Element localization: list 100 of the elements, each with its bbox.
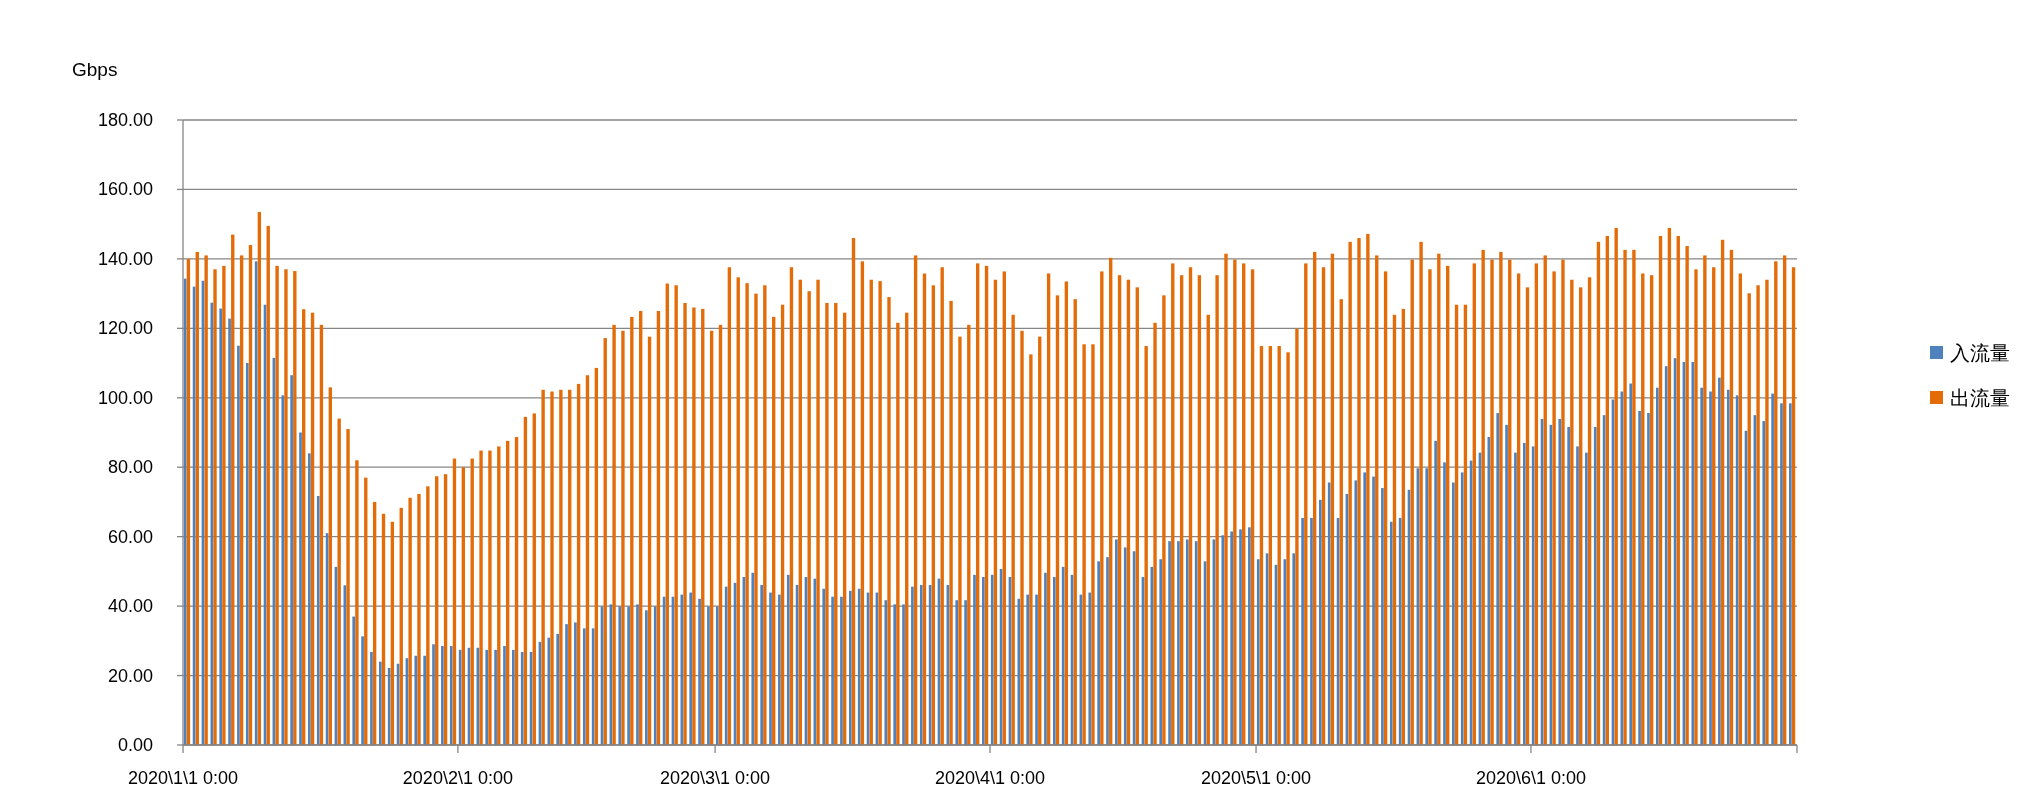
bar [423,655,426,745]
bar [1765,279,1769,745]
bar [1558,418,1562,745]
bar [958,336,962,745]
bar [1026,594,1030,745]
bar [1295,328,1299,745]
bar [1153,322,1157,745]
bar [1327,482,1331,745]
bar [1531,446,1535,745]
bar [1789,403,1792,745]
y-tick-label: 80.00 [107,457,153,478]
bar [432,644,435,745]
bar [565,624,568,745]
bar [1177,541,1180,745]
bar [1162,295,1166,745]
bar [627,606,630,745]
bar [1389,521,1393,745]
y-axis-title: Gbps [72,59,118,80]
bar [973,574,976,745]
bar [1629,383,1633,745]
bar [1256,559,1260,745]
bar [1159,559,1163,745]
bar [1703,255,1707,745]
bar [982,576,985,745]
bar [1239,529,1242,745]
bar [213,269,217,745]
bar [281,395,285,745]
bar [316,496,320,745]
bar [1185,539,1189,745]
bar [745,283,749,745]
bar [1756,285,1760,745]
bar [1490,259,1494,745]
bar [1301,517,1304,745]
bar [919,584,923,745]
bar [683,302,687,745]
bar [724,586,728,745]
bar [337,418,341,745]
bar [556,633,560,745]
bar [1505,424,1508,745]
bar [1709,391,1712,745]
bar [1233,259,1237,745]
bar [1292,553,1296,745]
bar [1570,279,1574,745]
bar [896,322,900,745]
bar [849,590,852,745]
bar [689,592,693,745]
bar [825,302,829,745]
bar [488,450,492,745]
bar [441,646,444,745]
bar [1100,271,1104,745]
bar [674,285,678,745]
bar [707,606,710,745]
bar [887,297,891,745]
bar [1044,572,1047,745]
x-tick-label: 2020\3\1 0:00 [660,768,771,788]
bar [1428,269,1432,745]
bar [949,300,953,745]
bar [1224,253,1228,745]
bar [1647,413,1650,745]
bar [1567,426,1570,745]
bar [1097,561,1100,745]
bar [485,649,489,745]
bar [1576,446,1579,745]
bar [1123,547,1127,745]
bar [293,271,297,745]
bar [237,345,240,745]
bar [547,637,551,745]
bar [1363,472,1367,745]
bar [763,285,767,745]
bar [1106,557,1109,745]
bar [355,460,359,745]
bar [1017,598,1021,745]
bar [346,429,350,745]
bar [1168,541,1171,745]
bar [1443,462,1446,745]
bar [1091,344,1095,745]
bar [822,588,826,745]
y-tick-label: 20.00 [107,665,153,686]
bar [1194,541,1198,745]
bar [1481,249,1485,745]
x-tick-label: 2020\4\1 0:00 [934,768,1046,788]
bar [884,600,888,745]
bar [1419,241,1423,745]
bar [878,281,882,745]
legend-label: 出流量 [1950,387,2010,409]
x-tick-label: 2020\5\1 0:00 [1200,768,1312,788]
bar [308,453,311,745]
bar [1310,517,1313,745]
bar [1552,271,1556,745]
bar [275,265,279,745]
bar [1115,539,1118,745]
bar [1020,330,1024,745]
bar [1230,531,1233,745]
bar [417,493,421,745]
bar [807,291,811,745]
y-tick-label: 160.00 [97,179,153,200]
bar [299,432,302,745]
bar [1585,452,1588,745]
x-tick-label: 2020\2\1 0:00 [402,768,513,788]
bar [1691,362,1695,745]
